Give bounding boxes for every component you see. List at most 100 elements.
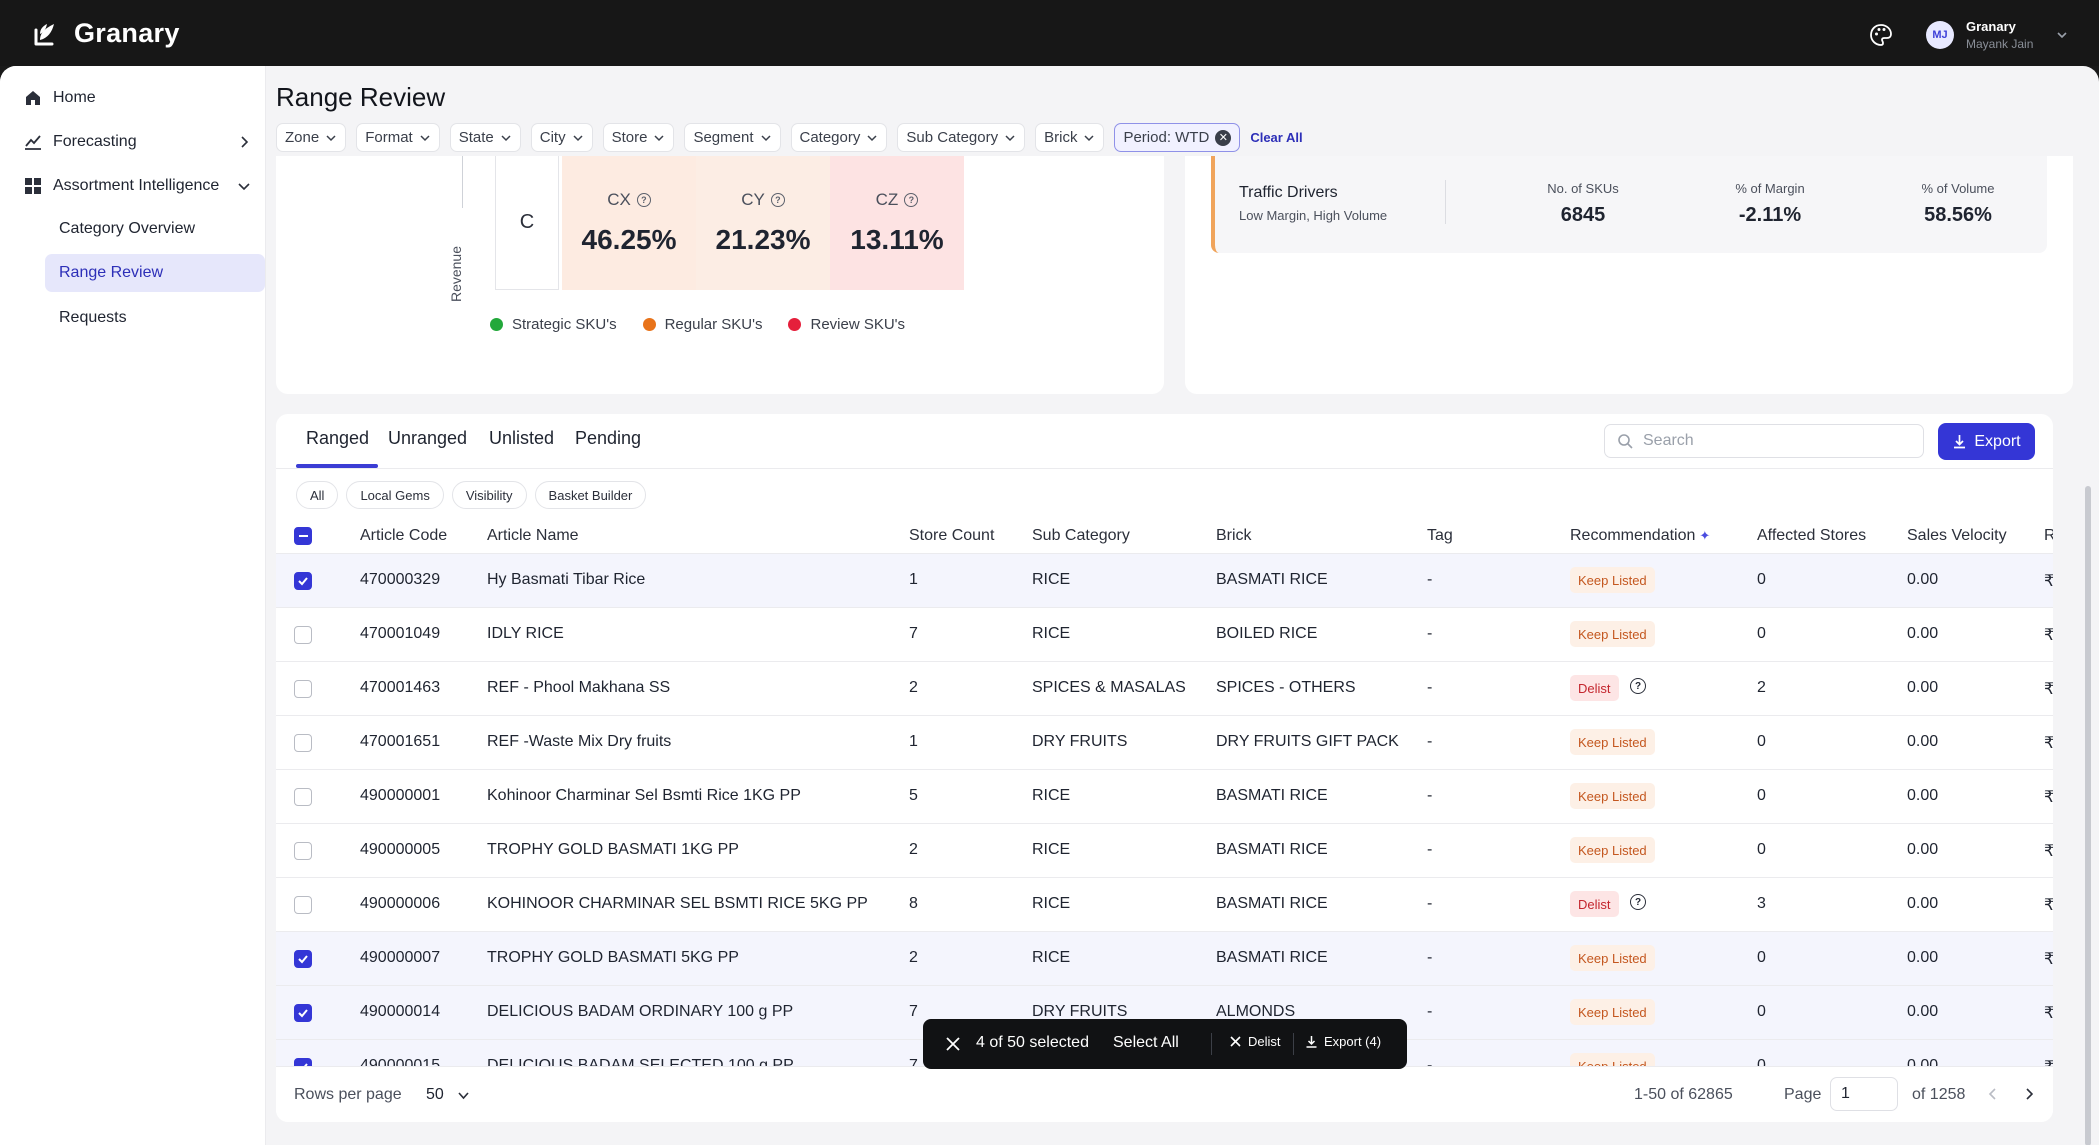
help-icon[interactable]: ?: [636, 193, 651, 207]
cell-article-name: REF -Waste Mix Dry fruits: [487, 733, 672, 750]
filter-store[interactable]: Store: [602, 123, 675, 152]
subtab-basket-builder[interactable]: Basket Builder: [534, 481, 647, 509]
tab-unlisted[interactable]: Unlisted: [489, 428, 555, 448]
row-checkbox[interactable]: [294, 1004, 312, 1022]
table-row[interactable]: 470001049 IDLY RICE 7 RICE BOILED RICE - 0 0.00…: [276, 608, 2053, 662]
sidebar-item-forecasting[interactable]: Forecasting: [0, 123, 266, 161]
filter-city[interactable]: City: [530, 123, 593, 152]
delist-label: Delist: [1248, 1034, 1281, 1049]
cell-tag: -: [1427, 679, 1433, 696]
avatar: MJ: [1926, 21, 1954, 49]
sidebar-subitem-category-overview[interactable]: Category Overview: [45, 210, 266, 248]
search-input[interactable]: Search: [1604, 424, 1924, 458]
delist-button[interactable]: Delist: [1229, 1034, 1281, 1049]
filter-zone[interactable]: Zone: [276, 123, 347, 152]
column-tag[interactable]: Tag: [1427, 527, 1453, 544]
filter-category[interactable]: Category: [790, 123, 888, 152]
cell-affected-stores: 0: [1757, 625, 1766, 642]
export-button[interactable]: Export: [1938, 423, 2035, 460]
pagination-bar: Rows per page 50 1-50 of 62865 Page 1 of…: [276, 1066, 2053, 1122]
filter-state[interactable]: State: [449, 123, 521, 152]
page-label: Page: [1784, 1086, 1822, 1103]
tab-unranged[interactable]: Unranged: [388, 428, 468, 448]
cell-article-code: 490000005: [360, 841, 441, 858]
legend-item: Review SKU's: [788, 316, 905, 333]
app-shell: Home Forecasting Assortment Intelligence…: [0, 66, 2099, 1145]
select-all-button[interactable]: Select All: [1113, 1034, 1179, 1051]
recommendation-badge: Delist: [1570, 675, 1619, 701]
page-total: of 1258: [1912, 1086, 1966, 1103]
table-row[interactable]: 490000005 TROPHY GOLD BASMATI 1KG PP 2 RICE…: [276, 824, 2053, 878]
column-article-code[interactable]: Article Code: [360, 527, 448, 544]
cell-sales-velocity: 0.00: [1907, 733, 1939, 750]
page-number-input[interactable]: 1: [1830, 1077, 1898, 1111]
cell-tag: -: [1427, 571, 1433, 588]
table-row[interactable]: 470000329 Hy Basmati Tibar Rice 1 RICE BASMA…: [276, 554, 2053, 608]
table-row[interactable]: 470001463 REF - Phool Makhana SS 2 SPICES &…: [276, 662, 2053, 716]
rows-per-page-select[interactable]: 50: [426, 1086, 471, 1104]
column-article-name[interactable]: Article Name: [487, 527, 579, 544]
cell-sales-velocity: 0.00: [1907, 1003, 1939, 1020]
subtab-local-gems[interactable]: Local Gems: [346, 481, 444, 509]
help-icon[interactable]: ?: [770, 193, 785, 207]
subtab-all[interactable]: All: [296, 481, 339, 509]
close-icon[interactable]: [945, 1036, 961, 1052]
sidebar-item-assortment-intelligence[interactable]: Assortment Intelligence: [0, 167, 266, 205]
column-brick[interactable]: Brick: [1216, 527, 1252, 544]
row-checkbox[interactable]: [294, 1058, 312, 1066]
select-all-checkbox[interactable]: [294, 527, 312, 545]
column-sales-velocity[interactable]: Sales Velocity: [1907, 527, 2007, 544]
next-page-icon[interactable]: [2022, 1087, 2036, 1101]
row-checkbox[interactable]: [294, 626, 312, 644]
row-checkbox[interactable]: [294, 788, 312, 806]
filter-brick[interactable]: Brick: [1035, 123, 1105, 152]
filter-segment[interactable]: Segment: [684, 123, 781, 152]
column-sub-category[interactable]: Sub Category: [1032, 527, 1130, 544]
tab-ranged[interactable]: Ranged: [306, 428, 370, 448]
help-icon[interactable]: ?: [1630, 678, 1646, 694]
clear-all-link[interactable]: Clear All: [1250, 130, 1303, 145]
sidebar-subitem-range-review[interactable]: Range Review: [45, 254, 265, 292]
previous-page-icon[interactable]: [1986, 1087, 2000, 1101]
row-checkbox[interactable]: [294, 896, 312, 914]
cell-truncated: ₹: [2044, 735, 2053, 752]
page-scrollbar[interactable]: [2085, 486, 2091, 1145]
row-checkbox[interactable]: [294, 842, 312, 860]
column-store-count[interactable]: Store Count: [909, 527, 995, 544]
help-icon[interactable]: ?: [1630, 894, 1646, 910]
matrix-cell-cz[interactable]: CZ? 13.11%: [830, 156, 964, 290]
cell-sales-velocity: 0.00: [1907, 571, 1939, 588]
export-selected-button[interactable]: Export (4): [1305, 1034, 1381, 1049]
cell-store-count: 2: [909, 841, 918, 858]
help-icon[interactable]: ?: [904, 193, 919, 207]
column-truncated[interactable]: R: [2044, 527, 2053, 544]
filter-sub-category[interactable]: Sub Category: [897, 123, 1026, 152]
sidebar-item-home[interactable]: Home: [0, 79, 266, 117]
row-checkbox[interactable]: [294, 950, 312, 968]
table-row[interactable]: 490000007 TROPHY GOLD BASMATI 5KG PP 2 RICE…: [276, 932, 2053, 986]
tab-pending[interactable]: Pending: [575, 428, 642, 448]
column-recommendation[interactable]: Recommendation ✦: [1570, 527, 1710, 545]
table-row[interactable]: 490000006 KOHINOOR CHARMINAR SEL BSMTI RI…: [276, 878, 2053, 932]
matrix-cell-cx[interactable]: CX? 46.25%: [562, 156, 696, 290]
row-checkbox[interactable]: [294, 734, 312, 752]
column-affected-stores[interactable]: Affected Stores: [1757, 527, 1867, 544]
sidebar-subitem-requests[interactable]: Requests: [45, 299, 266, 337]
row-checkbox[interactable]: [294, 572, 312, 590]
filter-format[interactable]: Format: [356, 123, 440, 152]
matrix-legend: Strategic SKU's Regular SKU's Review SKU…: [490, 316, 905, 333]
remove-filter-icon[interactable]: ✕: [1215, 129, 1232, 146]
app-logo[interactable]: Granary: [30, 18, 180, 49]
user-menu[interactable]: MJ Granary Mayank Jain: [1926, 19, 2069, 51]
chevron-down-icon: [654, 134, 664, 141]
filter-bar: Zone Format State City Store Segment Cat…: [276, 123, 1303, 152]
table-row[interactable]: 490000001 Kohinoor Charminar Sel Bsmti Ri…: [276, 770, 2053, 824]
subtab-visibility[interactable]: Visibility: [451, 481, 527, 509]
granary-logo-icon: [34, 23, 54, 45]
matrix-cell-cy[interactable]: CY? 21.23%: [696, 156, 830, 290]
table-row[interactable]: 470001651 REF -Waste Mix Dry fruits 1 DRY F…: [276, 716, 2053, 770]
divider: [1445, 180, 1446, 224]
row-checkbox[interactable]: [294, 680, 312, 698]
filter-period[interactable]: Period: WTD ✕: [1114, 123, 1241, 152]
palette-icon[interactable]: [1868, 22, 1894, 48]
